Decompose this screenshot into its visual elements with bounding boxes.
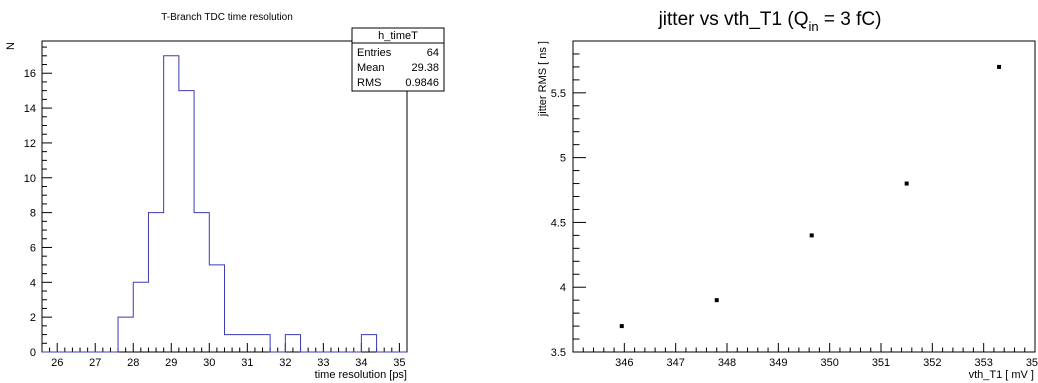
scatter-x-tick-label: 353 bbox=[974, 357, 992, 369]
stats-mean-label: Mean bbox=[357, 62, 385, 74]
stats-box: h_timeT Entries 64 Mean 29.38 RMS 0.9846 bbox=[351, 27, 445, 92]
histogram-x-tick-label: 26 bbox=[51, 357, 63, 369]
histogram-x-tick-label: 28 bbox=[127, 357, 139, 369]
stats-entries-label: Entries bbox=[357, 47, 392, 59]
scatter-y-tick-label: 3.5 bbox=[551, 347, 566, 359]
histogram-x-tick-label: 34 bbox=[355, 357, 367, 369]
stats-mean-value: 29.38 bbox=[411, 62, 439, 74]
scatter-y-tick-label: 5 bbox=[560, 153, 566, 165]
histogram-y-tick-label: 16 bbox=[24, 68, 36, 80]
scatter-x-tick-label: 346 bbox=[615, 357, 633, 369]
scatter-x-axis-label: vth_T1 [ mV ] bbox=[969, 369, 1034, 381]
scatter-title: jitter vs vth_T1 (Qin = 3 fC) bbox=[658, 9, 882, 34]
scatter-panel: jitter vs vth_T1 (Qin = 3 fC) jitter RMS… bbox=[537, 9, 1038, 381]
scatter-points bbox=[619, 64, 1002, 329]
scatter-x-tick-label: 349 bbox=[769, 357, 787, 369]
scatter-point bbox=[997, 64, 1002, 69]
histogram-x-tick-label: 32 bbox=[279, 357, 291, 369]
histogram-y-tick-label: 2 bbox=[30, 312, 36, 324]
scatter-title-main: jitter vs vth_T1 (Q bbox=[658, 9, 809, 30]
scatter-x-tick-label: 348 bbox=[718, 357, 736, 369]
histogram-y-tick-label: 8 bbox=[30, 208, 36, 220]
histogram-y-tick-label: 6 bbox=[30, 242, 36, 254]
scatter-title-subscript: in bbox=[808, 19, 818, 34]
histogram-y-tick-label: 14 bbox=[24, 103, 36, 115]
histogram-x-tick-label: 27 bbox=[89, 357, 101, 369]
scatter-title-tail: = 3 fC) bbox=[819, 9, 882, 30]
scatter-y-tick-label: 4 bbox=[560, 282, 566, 294]
scatter-y-tick-label: 5.5 bbox=[551, 88, 566, 100]
histogram-y-tick-label: 10 bbox=[24, 173, 36, 185]
histogram-x-tick-label: 29 bbox=[165, 357, 177, 369]
histogram-y-ticks: 0 2 4 6 8 10 12 14 16 bbox=[24, 46, 52, 359]
stats-entries-value: 64 bbox=[427, 47, 439, 59]
scatter-point bbox=[714, 298, 719, 303]
scatter-y-ticks: 3.5 4 4.5 5 5.5 bbox=[551, 40, 586, 359]
scatter-y-tick-label: 4.5 bbox=[551, 217, 566, 229]
scatter-point bbox=[619, 324, 624, 329]
histogram-title: T-Branch TDC time resolution bbox=[161, 12, 293, 23]
histogram-x-tick-label: 30 bbox=[203, 357, 215, 369]
histogram-x-axis-label: time resolution [ps] bbox=[315, 369, 407, 381]
histogram-y-tick-label: 12 bbox=[24, 138, 36, 150]
scatter-x-tick-label: 347 bbox=[666, 357, 684, 369]
scatter-x-tick-label: 352 bbox=[923, 357, 941, 369]
scatter-x-tick-label: 354 bbox=[1026, 357, 1038, 369]
histogram-step-line bbox=[42, 55, 407, 353]
histogram-panel: T-Branch TDC time resolution N time reso… bbox=[5, 12, 445, 381]
stats-box-frame bbox=[351, 27, 445, 92]
scatter-x-ticks: 346 347 348 349 350 351 352 353 354 bbox=[572, 343, 1038, 369]
scatter-point bbox=[809, 233, 814, 238]
scatter-x-tick-label: 350 bbox=[820, 357, 838, 369]
histogram-x-tick-label: 33 bbox=[317, 357, 329, 369]
histogram-y-tick-label: 4 bbox=[30, 277, 36, 289]
stats-rms-value: 0.9846 bbox=[405, 77, 439, 89]
histogram-y-axis-label: N bbox=[5, 42, 17, 50]
histogram-x-tick-label: 35 bbox=[393, 357, 405, 369]
histogram-x-ticks: 26 27 28 29 30 31 32 33 34 35 bbox=[41, 343, 408, 369]
histogram-x-tick-label: 31 bbox=[241, 357, 253, 369]
scatter-y-axis-label: jitter RMS [ ns ] bbox=[537, 41, 549, 117]
scatter-x-tick-label: 351 bbox=[872, 357, 890, 369]
scatter-frame bbox=[572, 40, 1036, 353]
scatter-point bbox=[904, 181, 909, 186]
stats-rms-label: RMS bbox=[357, 77, 381, 89]
stats-box-title: h_timeT bbox=[378, 30, 418, 42]
histogram-y-tick-label: 0 bbox=[30, 347, 36, 359]
